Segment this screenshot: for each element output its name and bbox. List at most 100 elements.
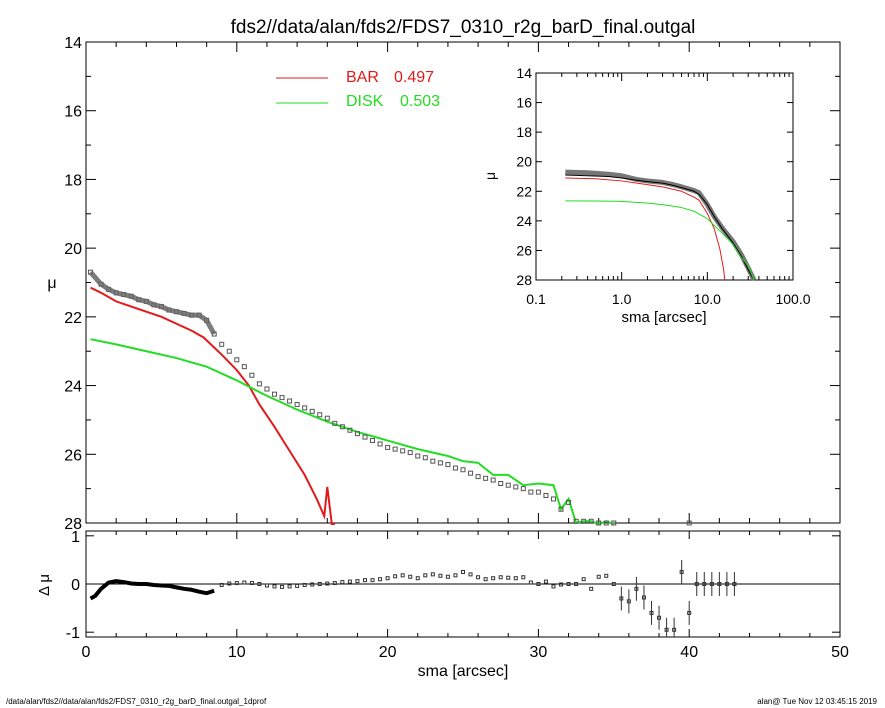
residual-point — [574, 582, 579, 586]
series-line-bar — [90, 286, 335, 525]
residual-point — [378, 577, 383, 582]
data-point — [272, 391, 277, 397]
inset-y-tick-label: 22 — [516, 183, 532, 199]
inset-y-tick-label: 14 — [516, 65, 532, 81]
residual-point — [679, 569, 684, 574]
residual-point — [498, 575, 503, 580]
data-core-trail — [88, 270, 217, 336]
data-point — [452, 465, 458, 471]
residual-point — [227, 581, 232, 586]
data-point — [354, 431, 360, 437]
residual-point — [491, 576, 496, 581]
data-point — [468, 470, 474, 476]
inset-x-tick-label: 1.0 — [612, 291, 632, 307]
residual-point — [219, 582, 224, 587]
residual-point — [257, 582, 262, 586]
residual-point — [400, 573, 405, 578]
main-y-tick-label: 14 — [64, 35, 82, 52]
main-title: fds2//data/alan/fds2/FDS7_0310_r2g_barD_… — [231, 17, 696, 38]
residual-point — [543, 579, 548, 584]
residual-panel: 10-10 10 20 30 40 50 Δ μ sma [arcsec] — [36, 529, 849, 680]
data-point — [332, 420, 338, 426]
residual-point — [641, 595, 646, 600]
data-point — [392, 446, 398, 452]
residual-point — [528, 580, 533, 585]
data-point — [294, 401, 300, 407]
residual-point — [551, 584, 556, 589]
data-point — [430, 458, 436, 464]
residual-ticks: 10-10 10 20 30 40 50 — [66, 529, 849, 661]
data-point — [611, 520, 617, 526]
data-point — [483, 475, 489, 481]
residual-point — [317, 582, 322, 586]
residual-point — [536, 582, 541, 586]
inset-y-tick-label: 16 — [516, 95, 532, 111]
residual-series — [89, 559, 737, 637]
main-grid-ticks: 14 16 18 20 22 24 26 28 — [64, 35, 841, 533]
data-point — [309, 408, 315, 414]
inset-frame — [535, 72, 794, 281]
data-point — [550, 496, 556, 502]
data-point — [566, 499, 572, 505]
residual-point — [445, 574, 450, 579]
residual-inner-curve — [89, 579, 215, 601]
residual-point — [709, 582, 714, 586]
main-y-tick-label: 28 — [64, 516, 82, 533]
residual-point — [702, 582, 707, 586]
data-point — [362, 434, 368, 440]
data-point — [686, 520, 692, 526]
inset-x-tick-label: 0.1 — [526, 291, 546, 307]
residual-point — [634, 586, 639, 591]
residual-point — [415, 576, 420, 581]
data-point — [264, 386, 270, 392]
residual-point — [619, 596, 624, 601]
inset-y-tick-label: 20 — [516, 154, 532, 170]
residual-point — [483, 577, 488, 582]
residual-point — [521, 575, 526, 580]
residual-point — [724, 582, 729, 586]
residual-point — [664, 627, 669, 632]
inset-series-line — [565, 169, 757, 282]
data-point — [535, 489, 541, 495]
data-point — [445, 462, 451, 468]
residual-point — [596, 574, 601, 579]
residual-point — [581, 577, 586, 582]
residual-point — [302, 582, 307, 587]
legend-disk-value: 0.503 — [400, 93, 440, 110]
main-y-tick-label: 20 — [64, 241, 82, 258]
inset-y-tick-label: 28 — [516, 272, 532, 288]
legend-bar-label: BAR — [346, 69, 379, 86]
legend-bar-value: 0.497 — [394, 69, 434, 86]
data-point — [475, 474, 481, 480]
data-point — [422, 455, 428, 461]
data-point — [490, 477, 496, 483]
data-point — [279, 395, 285, 401]
main-y-tick-label: 18 — [64, 172, 82, 189]
residual-point — [295, 583, 300, 588]
inset-y-tick-label: 26 — [516, 242, 532, 258]
inset-x-tick-label: 100.0 — [775, 291, 810, 307]
residual-point — [423, 573, 428, 578]
legend: BAR 0.497 DISK 0.503 — [276, 69, 440, 110]
residual-point — [559, 582, 564, 587]
residual-point — [589, 586, 594, 591]
inset-y-axis-label: μ — [482, 172, 498, 180]
residual-point — [430, 572, 435, 577]
data-point — [317, 412, 323, 418]
data-point — [385, 444, 391, 450]
residual-y-tick-label: 0 — [71, 577, 80, 594]
residual-point — [325, 581, 330, 586]
inset-series-line — [565, 174, 755, 281]
residual-point — [370, 578, 375, 583]
residual-x-tick-label: 50 — [831, 644, 849, 661]
data-point — [377, 441, 383, 447]
data-point — [596, 520, 602, 526]
residual-point — [657, 615, 662, 620]
data-point — [339, 424, 345, 430]
data-point — [543, 493, 549, 499]
data-point — [347, 427, 353, 433]
data-point — [226, 348, 232, 354]
residual-point — [453, 573, 458, 578]
residual-x-tick-label: 20 — [379, 644, 397, 661]
